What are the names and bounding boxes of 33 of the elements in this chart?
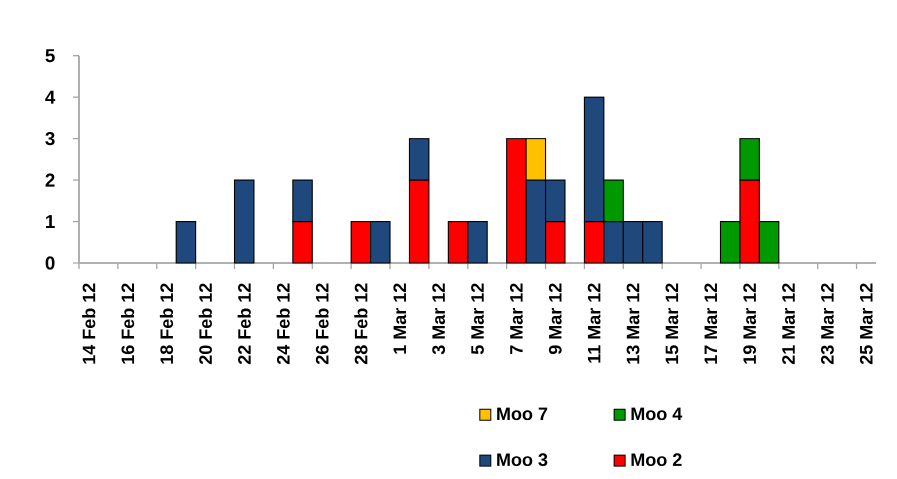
x-tick-label: 14 Feb 12 (82, 283, 96, 364)
x-tick-label: 18 Feb 12 (160, 283, 174, 364)
x-tick-label: 15 Mar 12 (666, 283, 678, 364)
legend-label: Moo 4 (632, 408, 682, 420)
x-tick-label: 21 Mar 12 (782, 283, 795, 364)
x-tick-label: 7 Mar 12 (510, 283, 523, 354)
x-tick-label: 13 Mar 12 (626, 283, 640, 364)
x-tick-label: 9 Mar 12 (548, 283, 562, 354)
x-tick-label: 26 Feb 12 (315, 283, 329, 364)
bar (176, 220, 196, 264)
y-tick-label: 1 (46, 215, 55, 228)
legend-label: Moo 7 (497, 408, 548, 420)
y-tick-label: 3 (45, 132, 55, 146)
y-tick-label: 2 (46, 174, 55, 187)
x-tick-label: 11 Mar 12 (588, 283, 600, 363)
y-tick-label: 0 (46, 256, 55, 270)
x-tick-label: 25 Mar 12 (860, 283, 873, 364)
x-tick-label: 20 Feb 12 (198, 283, 212, 364)
x-tick-label: 5 Mar 12 (471, 283, 484, 354)
x-tick-label: 19 Mar 12 (743, 283, 756, 364)
legend-label: Moo 3 (497, 453, 548, 466)
x-tick-label: 28 Feb 12 (354, 283, 368, 364)
x-tick-label: 3 Mar 12 (432, 283, 446, 354)
y-tick-label: 5 (45, 49, 55, 62)
x-tick-label: 24 Feb 12 (276, 283, 290, 364)
x-tick-label: 1 Mar 12 (393, 283, 406, 354)
x-tick-label: 22 Feb 12 (238, 283, 251, 364)
y-tick-label: 4 (45, 90, 56, 104)
bar (234, 180, 255, 264)
x-tick-label: 23 Mar 12 (821, 283, 834, 364)
x-tick-label: 17 Mar 12 (704, 283, 718, 364)
legend-label: Moo 2 (632, 453, 682, 466)
x-tick-label: 16 Feb 12 (120, 283, 134, 364)
